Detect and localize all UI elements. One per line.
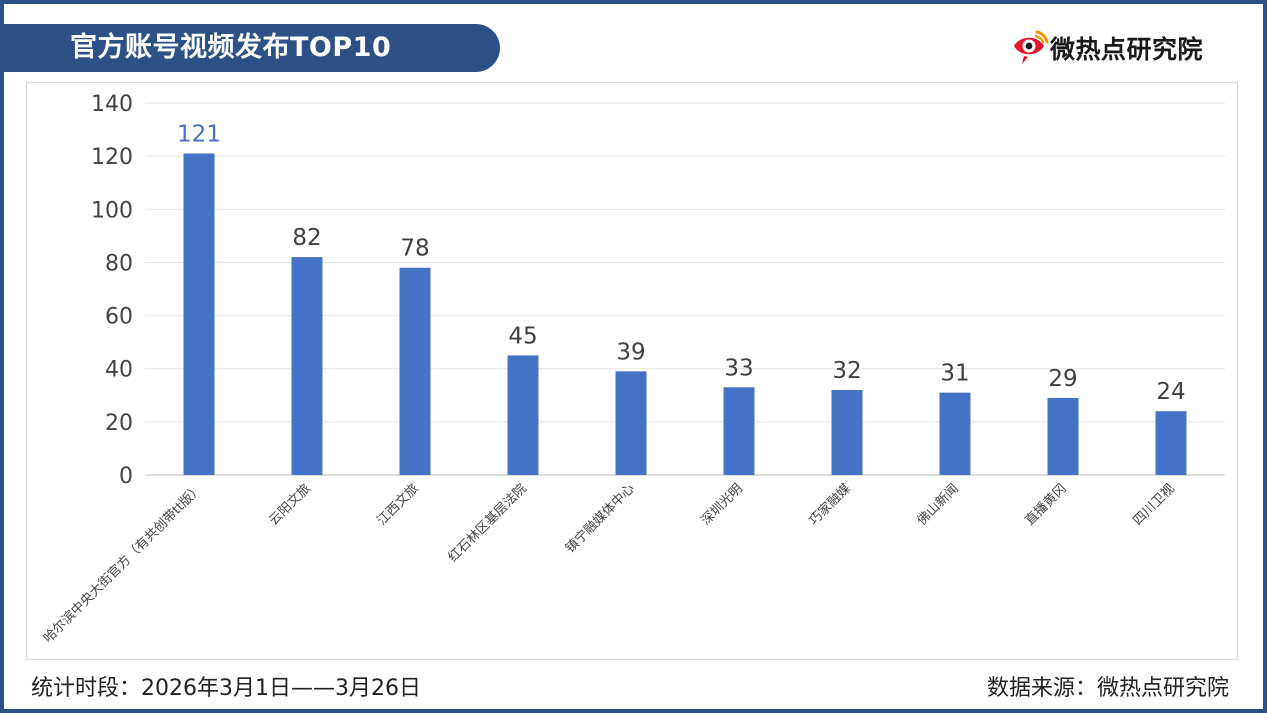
x-tick-label: 四川卫视 xyxy=(1130,481,1177,528)
data-label: 78 xyxy=(400,236,429,262)
x-tick-label: 江西文旅 xyxy=(374,481,421,528)
y-tick-label: 40 xyxy=(105,358,133,383)
bar xyxy=(831,389,863,475)
bar xyxy=(615,371,647,475)
x-tick-label: 深圳光明 xyxy=(698,481,745,528)
bar xyxy=(723,387,755,475)
data-label: 45 xyxy=(508,323,537,349)
data-label: 29 xyxy=(1048,366,1077,392)
y-tick-label: 140 xyxy=(91,92,133,117)
x-tick-label: 镇宁融媒体中心 xyxy=(562,481,638,557)
statistics-period: 统计时段：2026年3月1日——3月26日 xyxy=(31,676,421,701)
bar xyxy=(1047,397,1079,475)
brand: 微热点研究院 xyxy=(1008,26,1248,66)
y-tick-label: 0 xyxy=(119,464,133,489)
x-tick-label: 巧家融媒 xyxy=(806,481,854,529)
data-label: 121 xyxy=(177,121,221,147)
data-label: 32 xyxy=(832,358,861,384)
x-tick-label: 云阳文旅 xyxy=(266,481,313,528)
y-tick-label: 60 xyxy=(105,305,133,330)
x-tick-label: 直播黄冈 xyxy=(1022,481,1069,528)
chart-container: 0 20 40 60 80 100 120 140 121 哈尔滨中央大街官方（有共创带tt版） 8… xyxy=(26,82,1238,660)
bar-chart: 0 20 40 60 80 100 120 140 121 哈尔滨中央大街官方（有共创带tt版） 8… xyxy=(40,92,1225,647)
bar xyxy=(183,153,215,475)
data-label: 82 xyxy=(292,225,321,251)
y-tick-label: 20 xyxy=(105,411,133,436)
page-title: 官方账号视频发布TOP10 xyxy=(70,32,392,63)
bar xyxy=(507,355,539,475)
y-tick-label: 120 xyxy=(91,145,133,170)
weibo-eye-logo-icon xyxy=(1014,30,1049,64)
data-source: 数据来源：微热点研究院 xyxy=(986,676,1229,701)
bar xyxy=(1155,411,1187,475)
data-label: 24 xyxy=(1156,379,1185,405)
brand-name: 微热点研究院 xyxy=(1050,35,1204,64)
title-banner: 官方账号视频发布TOP10 xyxy=(4,24,500,72)
y-tick-label: 80 xyxy=(105,251,133,276)
x-tick-label: 佛山新闻 xyxy=(914,481,962,529)
bar xyxy=(399,267,431,475)
data-label: 33 xyxy=(724,355,753,381)
data-label: 31 xyxy=(940,361,969,387)
slide-frame: 官方账号视频发布TOP10 微热点研究院 0 20 40 60 80 100 120 140 1… xyxy=(4,4,1263,709)
y-tick-label: 100 xyxy=(91,198,133,223)
bar xyxy=(291,257,323,475)
x-tick-label: 红石林区基层法院 xyxy=(445,481,530,566)
bar xyxy=(939,392,971,475)
data-label: 39 xyxy=(616,339,645,365)
x-tick-label: 哈尔滨中央大街官方（有共创带tt版） xyxy=(40,481,206,647)
